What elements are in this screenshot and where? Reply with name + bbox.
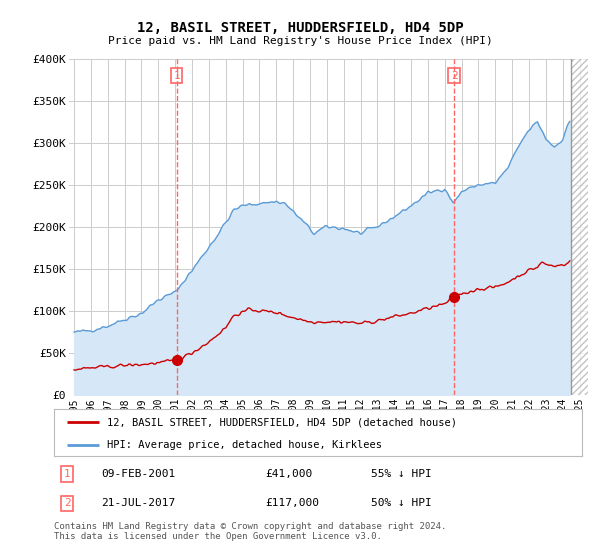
Text: Contains HM Land Registry data © Crown copyright and database right 2024.
This d: Contains HM Land Registry data © Crown c…	[54, 522, 446, 542]
Text: £41,000: £41,000	[265, 469, 313, 479]
Text: 50% ↓ HPI: 50% ↓ HPI	[371, 498, 431, 508]
Text: 12, BASIL STREET, HUDDERSFIELD, HD4 5DP: 12, BASIL STREET, HUDDERSFIELD, HD4 5DP	[137, 21, 463, 35]
Text: 1: 1	[173, 71, 180, 81]
Text: 2: 2	[451, 71, 457, 81]
Text: HPI: Average price, detached house, Kirklees: HPI: Average price, detached house, Kirk…	[107, 440, 382, 450]
Text: 09-FEB-2001: 09-FEB-2001	[101, 469, 176, 479]
Text: £117,000: £117,000	[265, 498, 319, 508]
Text: Price paid vs. HM Land Registry's House Price Index (HPI): Price paid vs. HM Land Registry's House …	[107, 36, 493, 46]
Text: 21-JUL-2017: 21-JUL-2017	[101, 498, 176, 508]
Text: 55% ↓ HPI: 55% ↓ HPI	[371, 469, 431, 479]
Text: 1: 1	[64, 469, 71, 479]
Text: 2: 2	[64, 498, 71, 508]
Text: 12, BASIL STREET, HUDDERSFIELD, HD4 5DP (detached house): 12, BASIL STREET, HUDDERSFIELD, HD4 5DP …	[107, 417, 457, 427]
